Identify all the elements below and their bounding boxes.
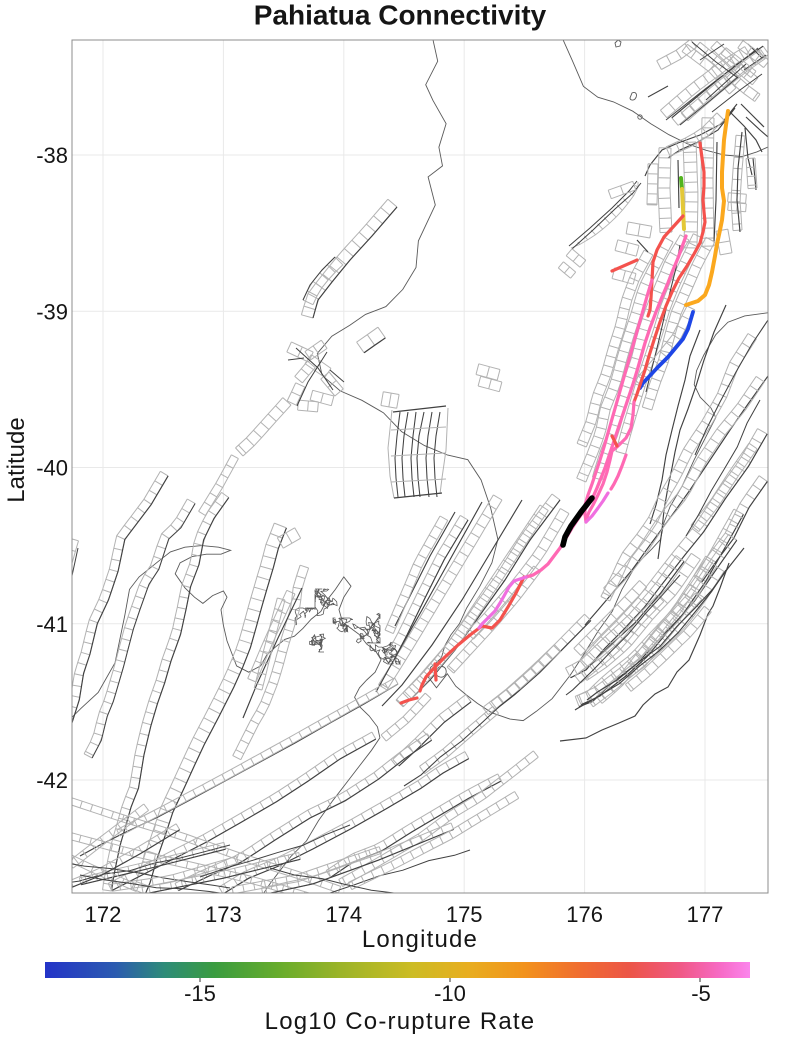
svg-text:175: 175 — [446, 902, 483, 927]
svg-text:Latitude: Latitude — [3, 417, 30, 502]
svg-text:176: 176 — [566, 902, 603, 927]
svg-text:Log10 Co-rupture Rate: Log10 Co-rupture Rate — [265, 1008, 536, 1035]
svg-text:-38: -38 — [36, 143, 68, 168]
svg-text:-41: -41 — [36, 612, 68, 637]
svg-text:-15: -15 — [184, 981, 216, 1006]
svg-text:Pahiatua Connectivity: Pahiatua Connectivity — [254, 0, 547, 31]
svg-text:177: 177 — [687, 902, 724, 927]
svg-text:-42: -42 — [36, 768, 68, 793]
svg-text:Longitude: Longitude — [362, 926, 478, 953]
svg-text:-10: -10 — [434, 981, 466, 1006]
svg-text:-5: -5 — [691, 981, 711, 1006]
svg-text:172: 172 — [85, 902, 122, 927]
svg-text:-39: -39 — [36, 299, 68, 324]
svg-text:173: 173 — [205, 902, 242, 927]
svg-text:-40: -40 — [36, 456, 68, 481]
svg-text:174: 174 — [325, 902, 362, 927]
